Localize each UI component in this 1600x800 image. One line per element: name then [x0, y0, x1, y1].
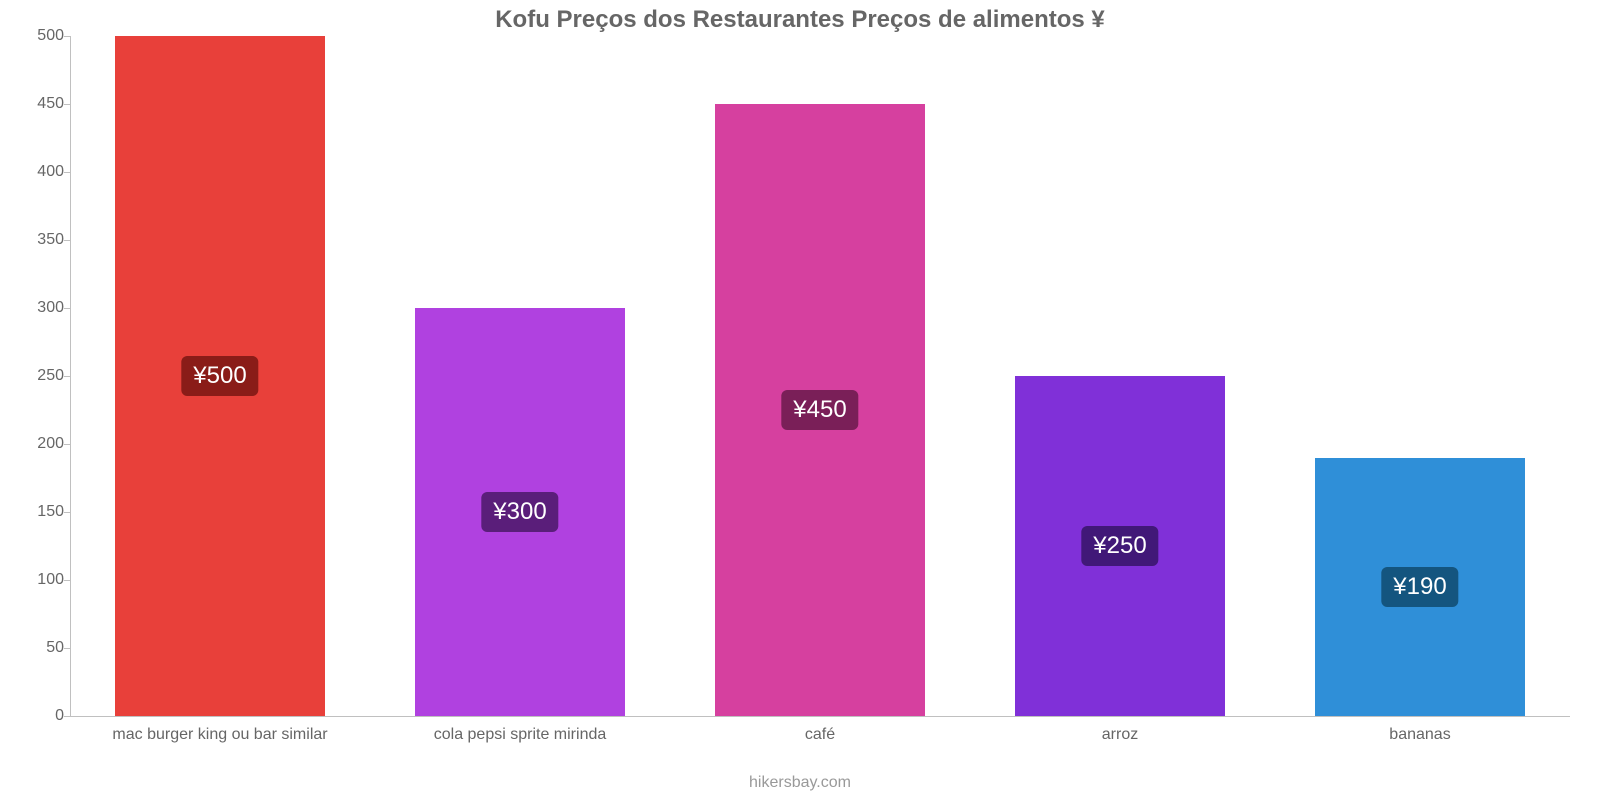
y-tick-label: 150	[20, 503, 64, 521]
bar-value-label: ¥300	[481, 492, 558, 532]
x-tick-label: bananas	[1389, 726, 1450, 744]
bar-value-label: ¥190	[1381, 567, 1458, 607]
y-tick	[64, 580, 70, 581]
y-tick-label: 400	[20, 163, 64, 181]
x-axis-line	[70, 716, 1570, 717]
y-tick	[64, 172, 70, 173]
credit-text: hikersbay.com	[0, 774, 1600, 792]
y-tick-label: 200	[20, 435, 64, 453]
price-bar-chart: Kofu Preços dos Restaurantes Preços de a…	[0, 0, 1600, 800]
plot-area: 050100150200250300350400450500¥500mac bu…	[70, 36, 1570, 716]
y-tick	[64, 512, 70, 513]
y-tick	[64, 444, 70, 445]
y-tick-label: 50	[20, 639, 64, 657]
y-axis-line	[70, 36, 71, 716]
y-tick-label: 250	[20, 367, 64, 385]
y-tick-label: 450	[20, 95, 64, 113]
y-tick-label: 300	[20, 299, 64, 317]
y-tick-label: 100	[20, 571, 64, 589]
y-tick	[64, 716, 70, 717]
y-tick	[64, 240, 70, 241]
x-tick-label: café	[805, 726, 835, 744]
x-tick-label: arroz	[1102, 726, 1138, 744]
y-tick-label: 350	[20, 231, 64, 249]
bar-value-label: ¥500	[181, 356, 258, 396]
y-tick	[64, 648, 70, 649]
y-tick-label: 500	[20, 27, 64, 45]
y-tick	[64, 104, 70, 105]
bar-value-label: ¥450	[781, 390, 858, 430]
y-tick	[64, 36, 70, 37]
x-tick-label: mac burger king ou bar similar	[112, 726, 327, 744]
y-tick-label: 0	[20, 707, 64, 725]
x-tick-label: cola pepsi sprite mirinda	[434, 726, 607, 744]
chart-title: Kofu Preços dos Restaurantes Preços de a…	[0, 6, 1600, 34]
y-tick	[64, 376, 70, 377]
y-tick	[64, 308, 70, 309]
bar-value-label: ¥250	[1081, 526, 1158, 566]
